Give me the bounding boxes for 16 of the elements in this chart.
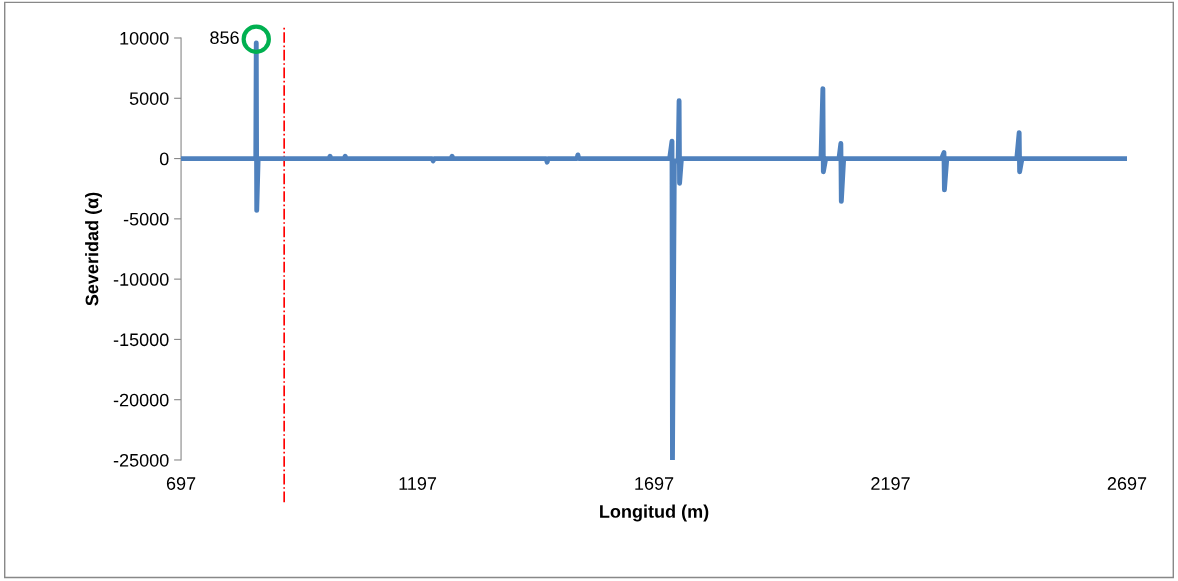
y-tick-label: 10000 — [120, 31, 169, 45]
y-axis-title: Severidad (α) — [85, 192, 102, 306]
x-tick-label: 697 — [166, 477, 196, 490]
annotation: 856 — [210, 31, 239, 45]
x-tick-label: 1697 — [635, 477, 674, 490]
y-tick-label: 5000 — [129, 92, 169, 105]
x-tick-label: 2697 — [1107, 477, 1147, 490]
y-tick-label: -10000 — [113, 273, 169, 286]
x-tick-label: 2197 — [871, 477, 910, 490]
x-tick-label: 1197 — [399, 477, 437, 490]
x-axis-title: Longitud (m) — [600, 504, 709, 522]
y-tick-label: -15000 — [113, 333, 169, 347]
y-tick-label: -25000 — [113, 453, 169, 467]
y-tick-label: -5000 — [123, 212, 169, 226]
y-tick-label: 0 — [159, 152, 169, 166]
y-tick-label: -20000 — [113, 393, 169, 407]
